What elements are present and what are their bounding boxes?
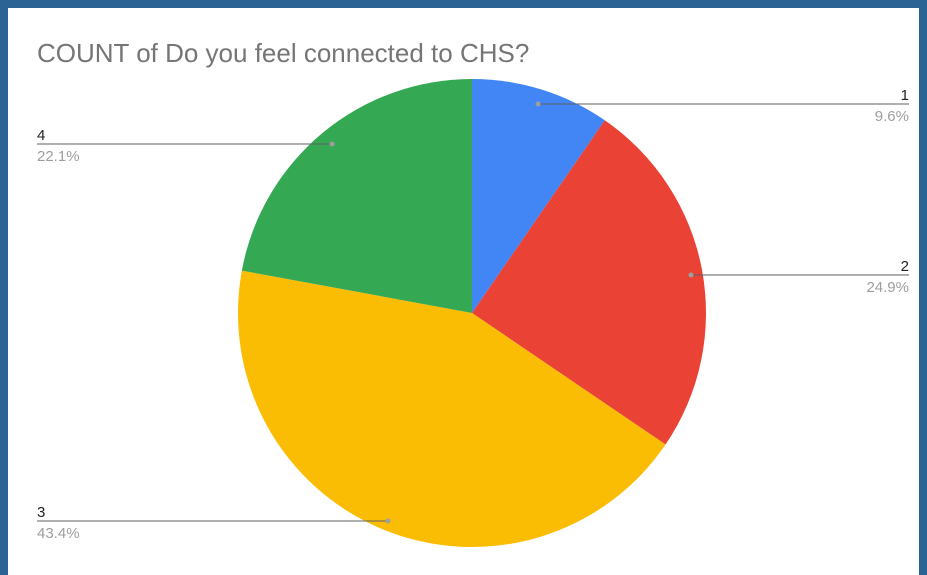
- leader-dot-2: [688, 272, 694, 278]
- slice-label-4: 4: [37, 127, 45, 144]
- chart-frame: COUNT of Do you feel connected to CHS? 1…: [8, 8, 919, 575]
- pie-slice-3: [237, 270, 666, 548]
- chart-title: COUNT of Do you feel connected to CHS?: [37, 38, 530, 68]
- pie-slice-4: [241, 79, 472, 313]
- leader-dot-4: [329, 141, 335, 147]
- leader-dot-3: [385, 518, 391, 524]
- pie-chart: 1 9.6% 2 24.9% 3 43.4% 4 22.1%: [37, 79, 909, 548]
- slice-percent-3: 43.4%: [37, 525, 80, 542]
- pie-slice-2: [472, 120, 707, 445]
- pie-slice-1: [472, 79, 605, 313]
- slice-percent-1: 9.6%: [875, 108, 909, 125]
- slice-label-1: 1: [901, 87, 909, 104]
- leader-dot-1: [535, 101, 541, 107]
- slice-percent-4: 22.1%: [37, 148, 80, 165]
- slice-percent-2: 24.9%: [866, 279, 909, 296]
- slice-label-2: 2: [901, 258, 909, 275]
- slice-label-3: 3: [37, 504, 45, 521]
